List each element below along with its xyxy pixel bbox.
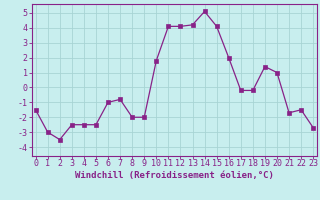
X-axis label: Windchill (Refroidissement éolien,°C): Windchill (Refroidissement éolien,°C) xyxy=(75,171,274,180)
